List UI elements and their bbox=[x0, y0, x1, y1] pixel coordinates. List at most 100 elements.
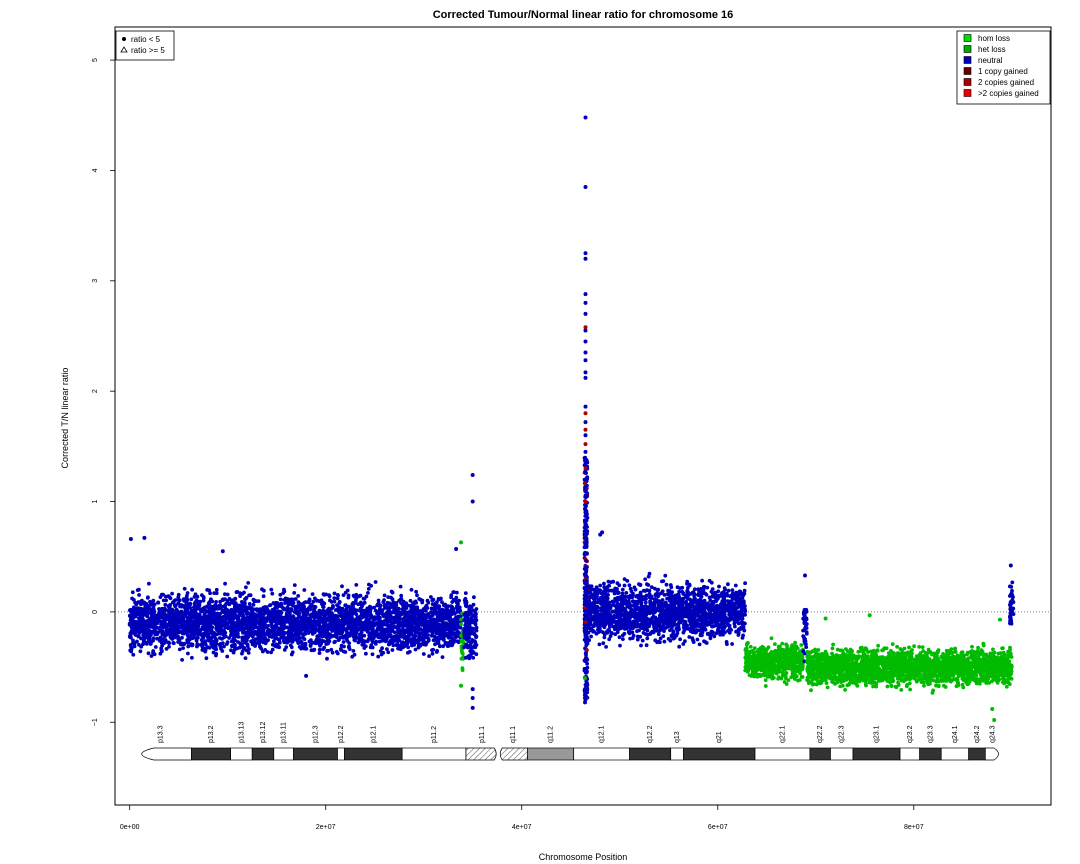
data-point bbox=[341, 640, 346, 644]
data-point bbox=[430, 651, 435, 656]
data-point bbox=[220, 641, 225, 645]
data-point bbox=[249, 631, 253, 636]
data-point bbox=[460, 651, 465, 656]
data-point bbox=[386, 605, 391, 610]
data-point bbox=[448, 639, 453, 644]
data-point bbox=[385, 647, 389, 651]
data-point bbox=[373, 642, 378, 646]
data-point bbox=[429, 606, 434, 611]
data-point bbox=[240, 651, 244, 656]
data-point bbox=[678, 637, 682, 642]
data-point bbox=[322, 614, 327, 618]
data-point bbox=[323, 618, 328, 622]
data-point bbox=[402, 612, 407, 616]
data-point bbox=[444, 641, 448, 646]
data-point bbox=[302, 618, 307, 622]
data-point bbox=[141, 638, 146, 643]
data-point bbox=[707, 578, 712, 583]
data-point bbox=[180, 635, 184, 640]
data-point bbox=[267, 630, 272, 635]
data-point bbox=[288, 621, 293, 626]
data-point bbox=[215, 628, 220, 633]
data-point bbox=[325, 649, 329, 653]
data-point bbox=[380, 638, 385, 643]
data-point bbox=[653, 638, 658, 643]
data-point bbox=[167, 628, 172, 633]
data-point bbox=[412, 618, 417, 623]
chart-title: Corrected Tumour/Normal linear ratio for… bbox=[433, 9, 734, 21]
data-point bbox=[290, 600, 294, 604]
data-point bbox=[618, 643, 622, 648]
data-point bbox=[157, 638, 162, 643]
data-point bbox=[384, 636, 389, 640]
data-point bbox=[414, 589, 418, 594]
data-point bbox=[310, 632, 315, 636]
data-point bbox=[203, 628, 207, 632]
data-point bbox=[227, 636, 232, 640]
data-point bbox=[661, 634, 666, 638]
data-point bbox=[282, 587, 286, 592]
data-point bbox=[204, 656, 209, 661]
data-point bbox=[200, 640, 205, 645]
data-point bbox=[373, 633, 378, 638]
data-point bbox=[385, 600, 390, 605]
data-point bbox=[346, 645, 351, 650]
data-point bbox=[303, 631, 308, 636]
data-point bbox=[203, 649, 208, 654]
data-point bbox=[219, 646, 223, 651]
data-point bbox=[189, 597, 194, 602]
data-point bbox=[290, 650, 295, 655]
data-point bbox=[258, 607, 263, 612]
data-point bbox=[321, 624, 326, 628]
data-point bbox=[440, 627, 445, 632]
data-point bbox=[350, 607, 355, 612]
data-point bbox=[610, 599, 615, 604]
data-point bbox=[153, 645, 158, 649]
data-point bbox=[214, 600, 219, 604]
data-point bbox=[138, 649, 143, 654]
data-point bbox=[258, 617, 263, 622]
data-point bbox=[425, 626, 429, 630]
data-point bbox=[279, 619, 284, 624]
data-point bbox=[353, 638, 357, 643]
data-point bbox=[373, 580, 378, 584]
data-point bbox=[225, 654, 230, 659]
data-point bbox=[157, 609, 162, 614]
data-point bbox=[463, 591, 468, 595]
data-point bbox=[319, 630, 324, 635]
data-point bbox=[212, 631, 217, 635]
data-point bbox=[214, 637, 218, 642]
data-point bbox=[211, 650, 216, 655]
data-point bbox=[179, 642, 184, 647]
data-point bbox=[369, 643, 374, 647]
data-point bbox=[388, 639, 393, 643]
data-point bbox=[431, 597, 436, 602]
data-point bbox=[695, 637, 700, 642]
data-point bbox=[641, 631, 646, 635]
data-point bbox=[423, 609, 428, 613]
y-tick-label: 3 bbox=[92, 279, 99, 283]
data-point bbox=[335, 593, 340, 597]
data-point bbox=[466, 625, 471, 630]
data-point bbox=[282, 648, 287, 652]
data-point bbox=[325, 608, 330, 612]
data-point bbox=[262, 588, 266, 593]
data-point bbox=[297, 606, 302, 610]
data-point bbox=[204, 614, 209, 619]
data-point bbox=[201, 606, 206, 611]
data-point bbox=[318, 643, 322, 648]
data-point bbox=[601, 641, 606, 646]
data-point bbox=[473, 622, 478, 627]
data-point bbox=[430, 612, 435, 616]
data-point bbox=[710, 620, 714, 625]
data-point bbox=[366, 587, 371, 591]
data-point bbox=[208, 591, 213, 596]
data-point bbox=[423, 642, 428, 647]
data-point bbox=[264, 625, 268, 629]
data-point bbox=[359, 630, 364, 635]
data-point bbox=[284, 645, 289, 649]
data-point bbox=[352, 601, 356, 606]
data-point bbox=[240, 643, 245, 648]
data-point bbox=[185, 591, 190, 595]
data-point bbox=[595, 604, 600, 609]
